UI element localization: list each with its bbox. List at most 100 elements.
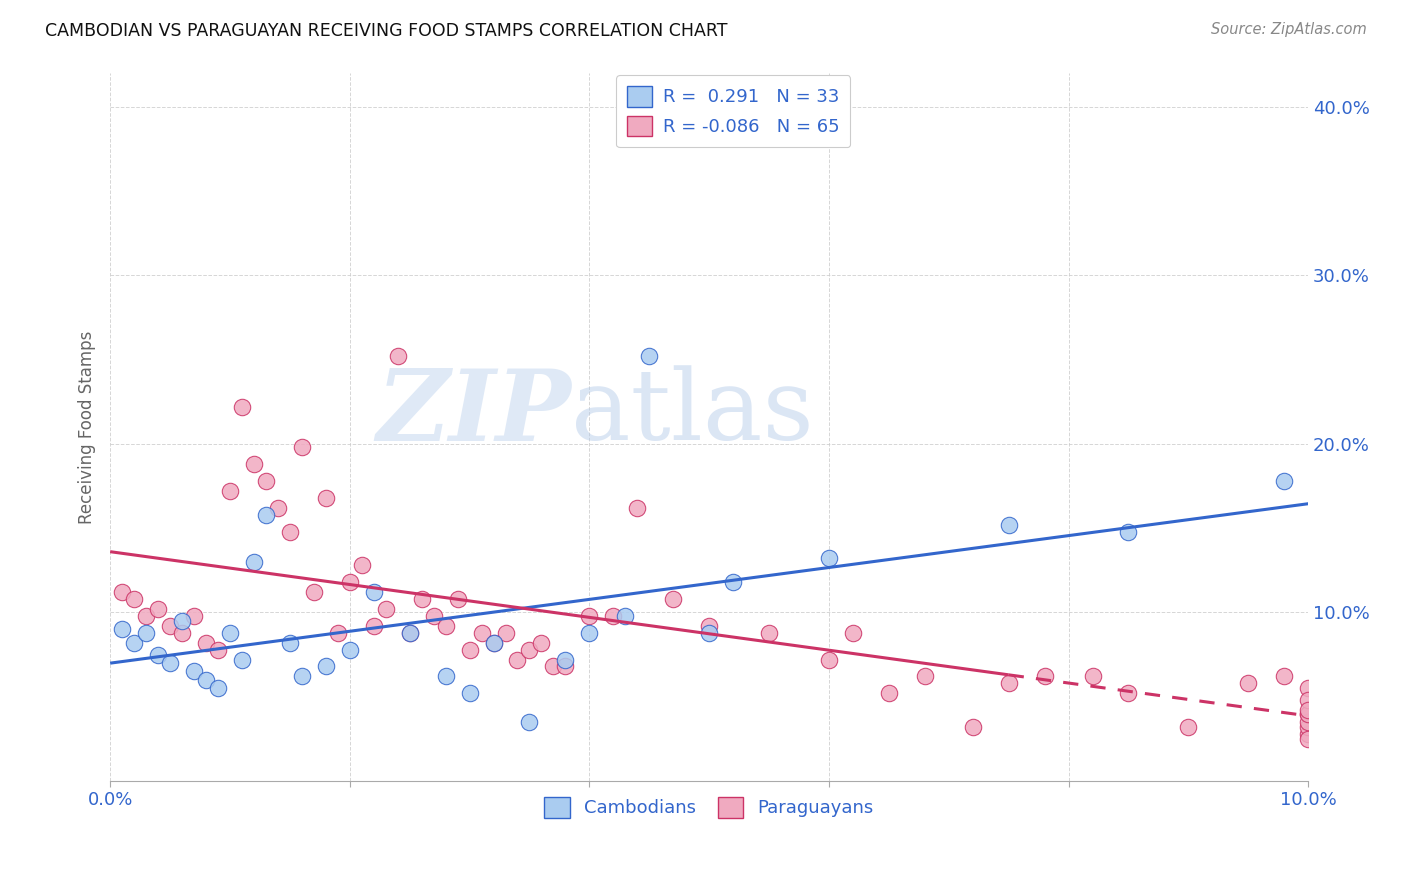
Point: [339, 642, 361, 657]
Point: [1296, 703, 1319, 717]
Point: [818, 652, 841, 666]
Point: [1296, 720, 1319, 734]
Point: [422, 608, 444, 623]
Point: [914, 669, 936, 683]
Point: [170, 625, 193, 640]
Point: [1296, 714, 1319, 729]
Point: [434, 619, 457, 633]
Point: [254, 508, 277, 522]
Text: atlas: atlas: [571, 365, 814, 461]
Point: [554, 652, 576, 666]
Point: [1296, 693, 1319, 707]
Point: [962, 720, 984, 734]
Text: Source: ZipAtlas.com: Source: ZipAtlas.com: [1211, 22, 1367, 37]
Point: [543, 659, 565, 673]
Point: [1296, 706, 1319, 721]
Point: [398, 625, 420, 640]
Point: [122, 636, 145, 650]
Point: [758, 625, 780, 640]
Point: [1118, 524, 1140, 539]
Point: [662, 591, 685, 606]
Point: [1272, 669, 1295, 683]
Point: [231, 400, 253, 414]
Point: [315, 491, 337, 505]
Point: [578, 625, 600, 640]
Point: [291, 669, 314, 683]
Point: [877, 686, 900, 700]
Point: [721, 575, 744, 590]
Point: [207, 642, 229, 657]
Point: [159, 619, 181, 633]
Point: [697, 625, 720, 640]
Point: [243, 457, 266, 471]
Point: [602, 608, 624, 623]
Point: [519, 714, 541, 729]
Point: [219, 483, 242, 498]
Point: [315, 659, 337, 673]
Point: [1118, 686, 1140, 700]
Point: [470, 625, 492, 640]
Point: [231, 652, 253, 666]
Y-axis label: Receiving Food Stamps: Receiving Food Stamps: [79, 330, 96, 524]
Point: [482, 636, 505, 650]
Point: [1296, 681, 1319, 696]
Point: [506, 652, 529, 666]
Point: [434, 669, 457, 683]
Point: [997, 517, 1019, 532]
Point: [278, 524, 301, 539]
Point: [614, 608, 637, 623]
Point: [159, 656, 181, 670]
Point: [374, 602, 396, 616]
Point: [482, 636, 505, 650]
Point: [638, 349, 661, 363]
Point: [519, 642, 541, 657]
Point: [1033, 669, 1056, 683]
Point: [267, 500, 290, 515]
Point: [350, 558, 373, 573]
Point: [146, 648, 169, 662]
Point: [135, 625, 157, 640]
Point: [207, 681, 229, 696]
Point: [363, 585, 385, 599]
Text: CAMBODIAN VS PARAGUAYAN RECEIVING FOOD STAMPS CORRELATION CHART: CAMBODIAN VS PARAGUAYAN RECEIVING FOOD S…: [45, 22, 727, 40]
Point: [697, 619, 720, 633]
Point: [183, 665, 205, 679]
Point: [387, 349, 409, 363]
Point: [398, 625, 420, 640]
Point: [170, 614, 193, 628]
Point: [339, 575, 361, 590]
Point: [495, 625, 517, 640]
Point: [1296, 727, 1319, 741]
Point: [291, 440, 314, 454]
Point: [146, 602, 169, 616]
Point: [626, 500, 648, 515]
Point: [243, 555, 266, 569]
Legend: Cambodians, Paraguayans: Cambodians, Paraguayans: [537, 789, 882, 825]
Point: [254, 474, 277, 488]
Point: [1081, 669, 1104, 683]
Point: [1237, 676, 1260, 690]
Point: [578, 608, 600, 623]
Point: [183, 608, 205, 623]
Point: [111, 622, 134, 636]
Point: [411, 591, 433, 606]
Point: [458, 686, 481, 700]
Text: ZIP: ZIP: [377, 365, 571, 461]
Point: [122, 591, 145, 606]
Point: [446, 591, 468, 606]
Point: [530, 636, 553, 650]
Point: [554, 659, 576, 673]
Point: [997, 676, 1019, 690]
Point: [111, 585, 134, 599]
Point: [842, 625, 865, 640]
Point: [818, 551, 841, 566]
Point: [326, 625, 349, 640]
Point: [195, 636, 218, 650]
Point: [363, 619, 385, 633]
Point: [302, 585, 325, 599]
Point: [1296, 706, 1319, 721]
Point: [195, 673, 218, 687]
Point: [278, 636, 301, 650]
Point: [1272, 474, 1295, 488]
Point: [135, 608, 157, 623]
